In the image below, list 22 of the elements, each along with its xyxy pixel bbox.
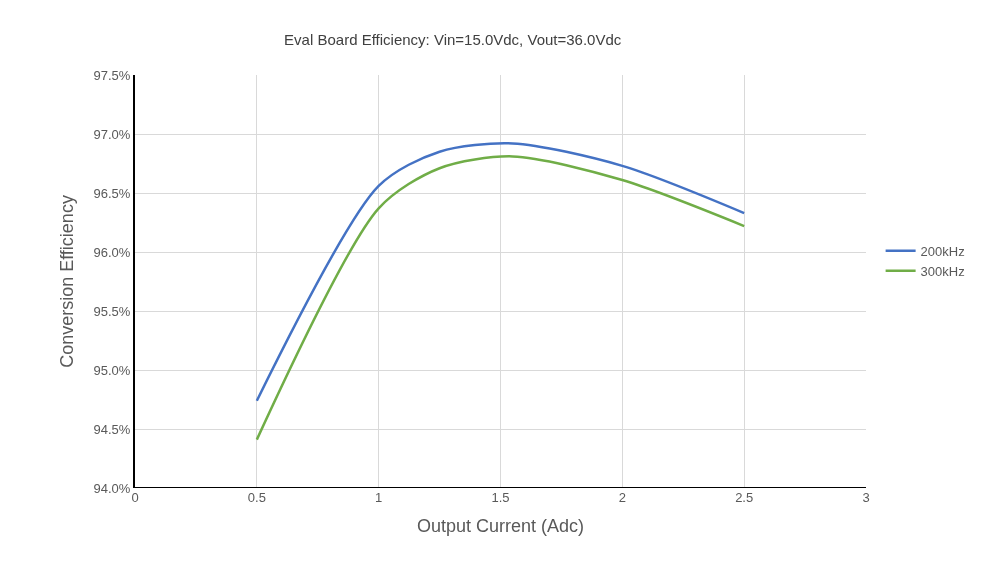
y-axis-title: Conversion Efficiency (57, 195, 78, 368)
x-tick-label: 3 (862, 490, 870, 505)
y-tick-label: 97.0% (93, 126, 131, 142)
y-tick-label: 94.5% (93, 421, 131, 437)
x-tick-label: 2 (618, 490, 626, 505)
y-tick-label: 97.5% (93, 67, 131, 83)
x-axis-title: Output Current (Adc) (416, 516, 585, 537)
line-series (255, 155, 746, 441)
line-series (255, 142, 746, 402)
y-tick-label: 94.0% (93, 480, 131, 496)
legend-label: 200kHz (920, 243, 965, 259)
x-tick-label: 1 (375, 490, 383, 505)
y-tick-label: 95.5% (93, 303, 131, 319)
legend-label: 300kHz (920, 263, 965, 279)
x-tick-label: 0.5 (247, 490, 266, 505)
x-tick-label: 2.5 (735, 490, 754, 505)
y-tick-label: 96.0% (93, 244, 131, 260)
y-tick-label: 95.0% (93, 362, 131, 378)
y-tick-label: 96.5% (93, 185, 131, 201)
x-tick-label: 1.5 (491, 490, 510, 505)
x-tick-label: 0 (131, 490, 139, 505)
chart-title: Eval Board Efficiency: Vin=15.0Vdc, Vout=36.0Vdc (284, 31, 622, 49)
